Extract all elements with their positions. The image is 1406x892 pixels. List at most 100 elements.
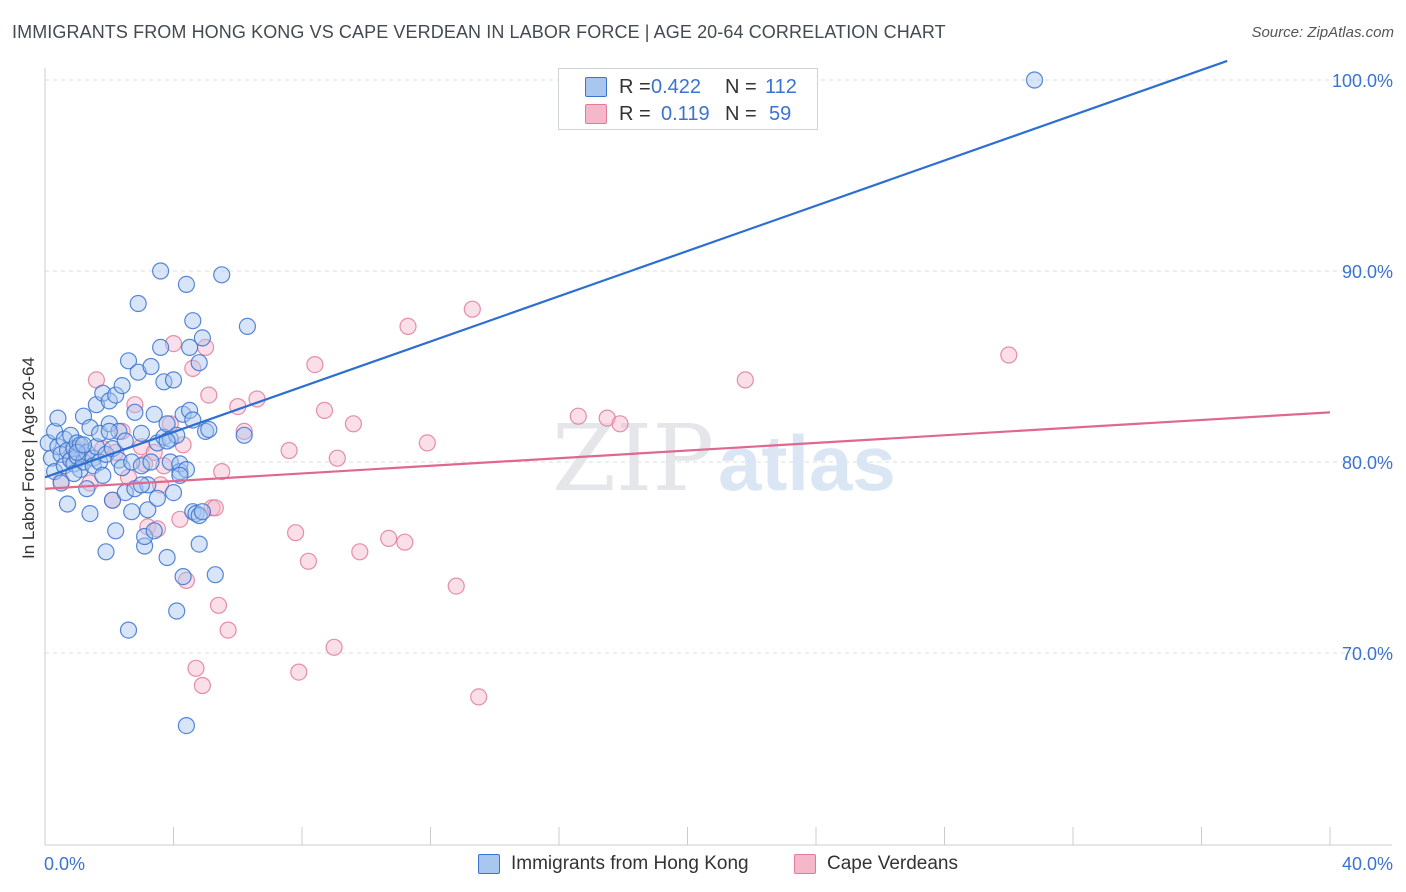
hong-kong-point [74,436,93,454]
hong-kong-point [164,371,183,389]
correlation-legend: R = 0.422 N = 112 R = 0.119 N = 59 [558,68,818,130]
hong-kong-point [193,503,211,521]
cape-verdeans-point [290,663,308,681]
hong-kong-point [181,338,199,356]
n-label: N = [725,76,757,98]
cape-verdeans-point [164,335,183,353]
cape-verdeans-point [351,543,369,561]
cape-verdeans-point [193,676,211,695]
hong-kong-point [107,522,125,540]
hong-kong-point [193,329,211,347]
cape-verdeans-point [396,533,414,551]
cape-verdeans-point [299,552,317,570]
cape-verdeans-point [287,524,305,542]
hong-kong-point [1025,71,1044,89]
hong-kong-points [39,71,1044,735]
cape-verdeans-point [315,401,334,419]
hong-kong-trend-line [44,59,1228,479]
cape-verdeans-point [418,434,436,452]
legend-row-cape-verdeans: R = 0.119 N = 59 [559,101,817,127]
hong-kong-point [235,426,253,444]
y-tick-label: 80.0% [1342,453,1393,473]
hong-kong-point [213,266,231,284]
hong-kong-point [148,489,166,507]
cape-verdeans-point [306,356,324,374]
hong-kong-point [190,535,208,553]
x-tick-label: 40.0% [1342,854,1393,874]
hong-kong-point [142,453,160,471]
hong-kong-point [49,409,67,427]
cape-verdeans-point [145,443,163,461]
hong-kong-point [177,716,195,735]
hong-kong-point [58,495,77,513]
n-value: 112 [765,76,797,98]
blue-swatch [478,854,500,874]
hong-kong-point [78,480,96,498]
hong-kong-point [97,543,115,561]
source-label: Source: ZipAtlas.com [1251,24,1394,41]
y-tick-label: 90.0% [1342,262,1393,282]
legend-label: Cape Verdeans [827,853,958,874]
hong-kong-point [103,491,122,509]
cape-verdeans-point [235,422,253,440]
hong-kong-point [110,422,128,440]
hong-kong-point [123,453,141,471]
cape-verdeans-point [1000,346,1018,364]
chart-title: IMMIGRANTS FROM HONG KONG VS CAPE VERDEA… [12,22,946,42]
hong-kong-point [100,392,118,410]
cape-verdeans-point [611,415,629,433]
hong-kong-point [181,401,199,419]
cape-verdeans-point [328,449,346,467]
trend-lines [44,59,1331,490]
cape-verdeans-point [171,510,189,528]
hong-kong-point [206,566,224,584]
hong-kong-point [158,548,176,567]
watermark: ZIP atlas [552,405,896,512]
hong-kong-point [158,432,176,450]
y-tick-label: 100.0% [1332,71,1393,91]
hong-kong-point [81,419,99,437]
y-tick-label: 70.0% [1342,644,1393,664]
cape-verdeans-point [447,577,465,595]
hong-kong-point [164,484,183,502]
hong-kong-point [119,352,138,370]
cape-verdeans-point [344,415,362,433]
hong-kong-point [177,275,195,293]
hong-kong-point [123,503,141,521]
cape-verdeans-point [569,407,587,425]
cape-verdeans-point [380,529,398,548]
cape-verdeans-point [187,659,205,677]
legend-row-hong-kong: R = 0.422 N = 112 [559,74,817,100]
cape-verdeans-point [209,596,228,614]
cape-verdeans-point [325,638,343,656]
hong-kong-point [152,338,170,356]
hong-kong-point [132,424,150,442]
hong-kong-point [177,461,195,479]
cape-verdeans-point [736,371,754,389]
cape-verdeans-point [470,688,488,706]
hong-kong-point [132,476,150,494]
cape-verdeans-point [200,386,218,404]
hong-kong-point [136,537,154,555]
hong-kong-point [200,420,218,439]
watermark-zip: ZIP [552,405,714,512]
hong-kong-point [81,504,99,523]
cape-verdeans-point [399,317,417,335]
hong-kong-point [113,377,131,395]
hong-kong-point [132,457,150,475]
hong-kong-point [126,403,144,421]
n-label: N = [725,103,757,125]
axis-labels: 100.0% 90.0% 80.0% 70.0% 0.0% 40.0% In Labor F… [19,71,1393,874]
hong-kong-point [129,294,147,313]
hong-kong-point [152,262,170,280]
watermark-atlas: atlas [718,419,896,507]
hong-kong-point [145,522,163,540]
legend-label: Immigrants from Hong Kong [511,853,749,874]
cape-verdeans-point [463,300,481,318]
axes [44,68,1392,846]
cape-verdeans-trend-line [44,411,1331,490]
y-axis-label: In Labor Force | Age 20-64 [19,357,38,559]
hong-kong-point [94,466,112,484]
hong-kong-point [142,357,160,376]
